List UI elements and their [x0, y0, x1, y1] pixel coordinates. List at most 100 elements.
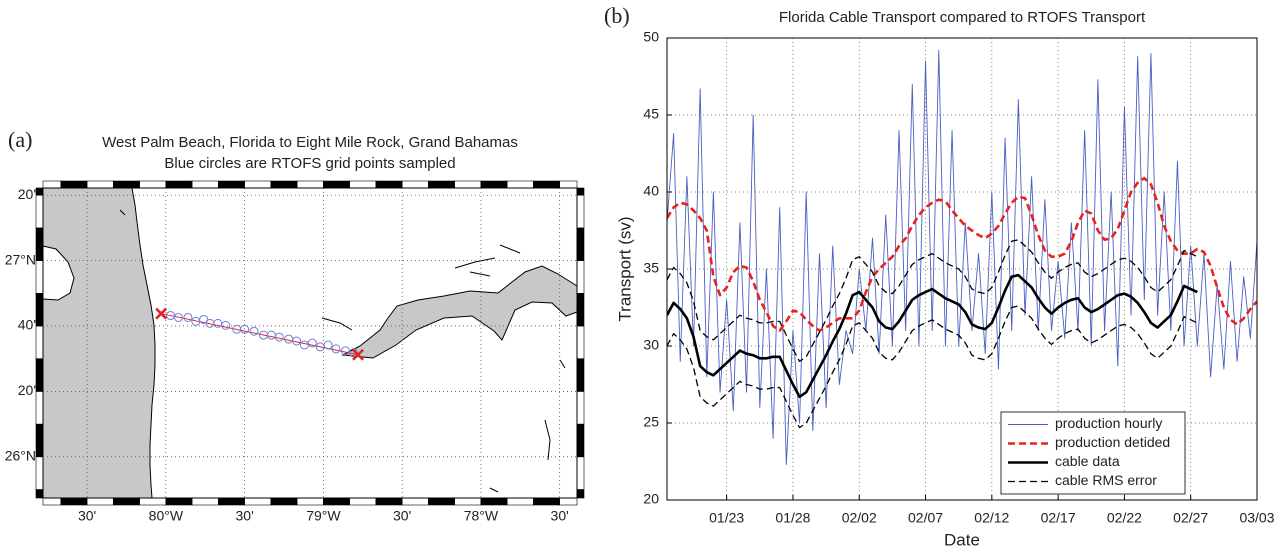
plot-frame [666, 37, 1258, 501]
grid-point [266, 330, 276, 340]
series-line [667, 49, 1257, 466]
frame-check [35, 358, 44, 392]
frame-check [244, 497, 272, 506]
frame-check [35, 423, 44, 458]
grand-bahama [341, 265, 578, 359]
x-tick-label: 79°W [306, 508, 341, 524]
frame-check [576, 391, 585, 425]
frame-check [35, 456, 44, 490]
frame-check [349, 180, 377, 189]
y-tick-label: 30 [643, 337, 659, 353]
panel-label: (b) [604, 3, 630, 28]
chart-title: West Palm Beach, Florida to Eight Mile R… [102, 134, 518, 151]
frame-check [349, 497, 377, 506]
frame-check [60, 497, 88, 506]
x-tick-label: 30' [551, 508, 569, 524]
series-line [667, 176, 1257, 332]
frame-check [270, 180, 298, 189]
frame-check [296, 180, 324, 189]
frame-check [401, 497, 429, 506]
legend-label: cable data [1055, 453, 1120, 469]
grid-point [221, 320, 231, 330]
legend-label: production hourly [1055, 415, 1162, 431]
y-tick-label: 20 [643, 491, 659, 507]
islet-outline [119, 209, 566, 493]
y-tick-label: 25 [643, 414, 659, 430]
frame-check [244, 180, 272, 189]
endpoint-marker [155, 307, 168, 320]
frame-check [42, 497, 62, 506]
frame-check [576, 187, 585, 196]
frame-check [428, 180, 455, 189]
frame-check [375, 497, 403, 506]
x-tick-label: 02/12 [974, 510, 1009, 526]
frame-check [533, 497, 560, 506]
x-tick-label: 01/23 [709, 510, 744, 526]
x-tick-label: 30' [393, 508, 411, 524]
grid-point [199, 314, 209, 324]
frame-check [165, 180, 193, 189]
frame-check [454, 497, 482, 506]
florida-land [42, 187, 156, 499]
y-tick-label: 45 [643, 106, 659, 122]
frame-check [35, 260, 44, 294]
series-line [667, 273, 1198, 399]
y-tick-label: 20' [18, 186, 36, 202]
x-tick-label: 02/27 [1173, 510, 1208, 526]
y-tick-label: 26°N [5, 448, 36, 464]
frame-check [165, 497, 193, 506]
frame-check [35, 187, 44, 196]
frame-check [191, 497, 219, 506]
frame-check [35, 292, 44, 327]
x-tick-label: 78°W [464, 508, 499, 524]
frame-check [506, 180, 534, 189]
frame-check [576, 260, 585, 294]
frame-check [35, 227, 44, 261]
chart-subtitle: Blue circles are RTOFS grid points sampl… [164, 155, 455, 172]
grid-point [274, 332, 284, 342]
chart-title: Florida Cable Transport compared to RTOF… [779, 9, 1146, 26]
legend-label: cable RMS error [1055, 472, 1157, 488]
y-axis-label: Transport (sv) [615, 216, 634, 321]
frame-check [86, 497, 114, 506]
frame-check [375, 180, 403, 189]
frame-check [296, 497, 324, 506]
y-tick-label: 40' [18, 317, 36, 333]
frame-check [270, 497, 298, 506]
frame-check [42, 180, 62, 189]
x-axis-label: Date [944, 530, 980, 549]
frame-check [323, 497, 350, 506]
frame-check [428, 497, 455, 506]
frame-check [576, 456, 585, 490]
frame-check [191, 180, 219, 189]
grid-point [249, 326, 259, 336]
x-tick-label: 02/02 [842, 510, 877, 526]
frame-check [139, 180, 167, 189]
legend-box [1000, 411, 1186, 495]
frame-check [218, 497, 245, 506]
frame-check [576, 358, 585, 392]
frame-check [576, 194, 585, 229]
map-frame [42, 187, 578, 499]
frame-check [35, 194, 44, 229]
x-tick-label: 30' [78, 508, 96, 524]
lake [42, 245, 75, 301]
y-tick-label: 50 [643, 29, 659, 45]
frame-check [139, 497, 167, 506]
frame-check [506, 497, 534, 506]
y-tick-label: 40 [643, 183, 659, 199]
frame-check [559, 497, 578, 506]
frame-check [576, 292, 585, 327]
grid-point [213, 318, 223, 328]
y-tick-label: 27°N [5, 251, 36, 267]
grid-point [183, 312, 193, 322]
grid-point [299, 340, 309, 350]
grid-point [240, 324, 250, 334]
error-lower-line [667, 305, 1198, 429]
grid-point [323, 340, 333, 350]
frame-check [35, 391, 44, 425]
frame-check [323, 180, 350, 189]
endpoint-stroke [352, 348, 364, 361]
frame-check [35, 489, 44, 499]
